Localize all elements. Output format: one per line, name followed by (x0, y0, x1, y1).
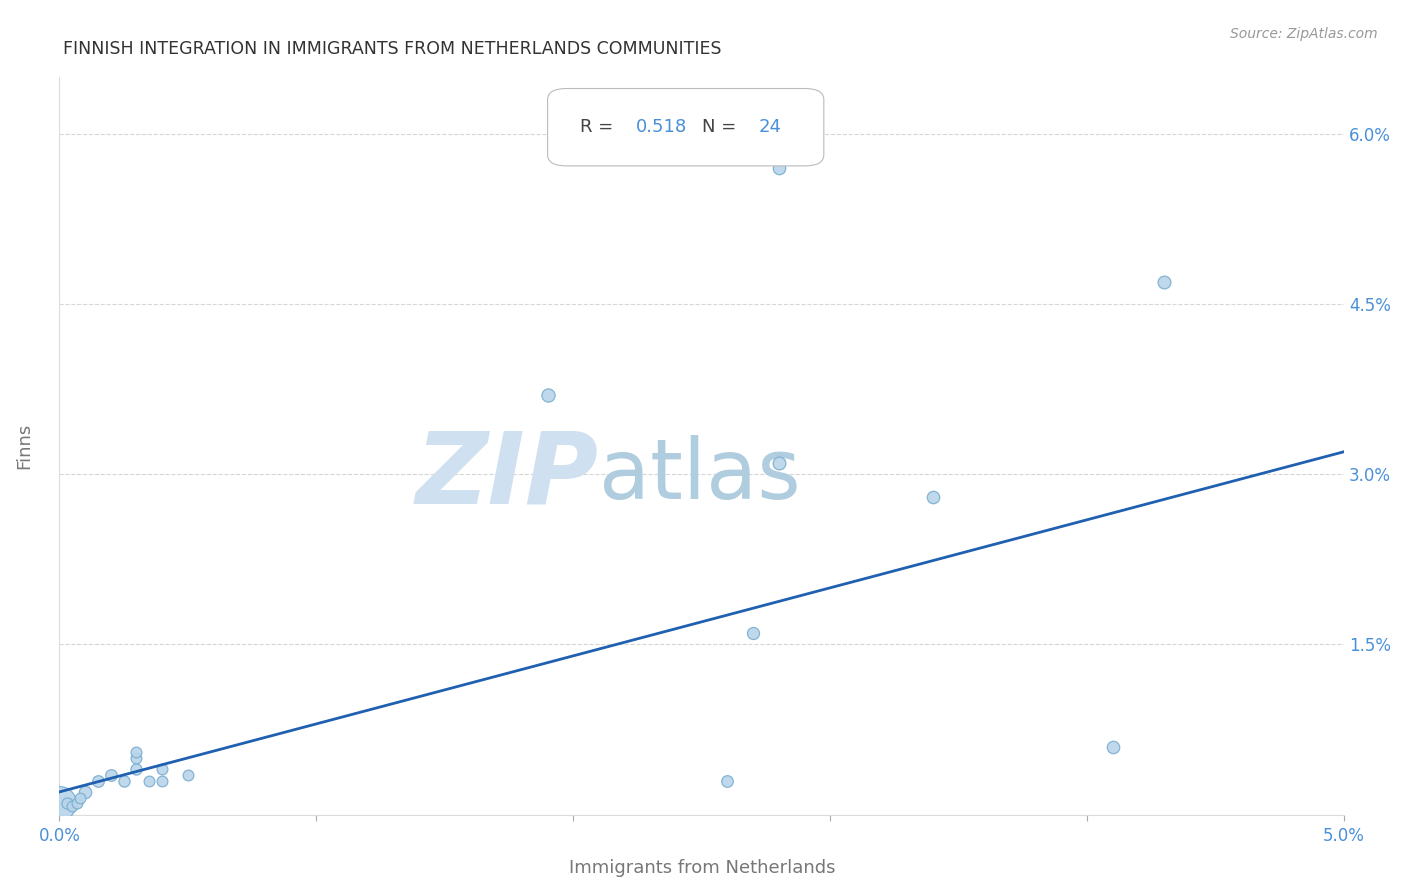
Point (1102, 739, 1125, 754)
Point (150, 762, 173, 776)
Point (742, 626, 765, 640)
Point (125, 751, 148, 765)
Text: N =: N = (702, 119, 742, 136)
Point (75, 785, 97, 799)
Text: Source: ZipAtlas.com: Source: ZipAtlas.com (1230, 27, 1378, 41)
Point (112, 773, 135, 788)
Text: atlas: atlas (599, 435, 801, 516)
Point (150, 773, 173, 788)
Point (177, 768, 200, 782)
Point (56, 797, 79, 811)
Point (536, 388, 558, 402)
Text: 0.518: 0.518 (637, 119, 688, 136)
Point (100, 768, 122, 782)
Point (69, 790, 91, 805)
Point (1153, 275, 1175, 289)
Point (87, 773, 110, 788)
Text: R =: R = (579, 119, 619, 136)
Point (716, 773, 738, 788)
Point (48, 797, 70, 811)
Point (60, 798, 83, 813)
X-axis label: Immigrants from Netherlands: Immigrants from Netherlands (568, 859, 835, 877)
Point (768, 456, 790, 470)
Point (125, 762, 148, 776)
Point (66, 797, 89, 811)
Point (922, 490, 945, 504)
Y-axis label: Finns: Finns (15, 423, 32, 469)
Point (138, 773, 160, 788)
Point (125, 745, 148, 759)
Text: FINNISH INTEGRATION IN IMMIGRANTS FROM NETHERLANDS COMMUNITIES: FINNISH INTEGRATION IN IMMIGRANTS FROM N… (63, 40, 721, 58)
FancyBboxPatch shape (547, 88, 824, 166)
Text: 24: 24 (758, 119, 782, 136)
Point (768, 161, 790, 176)
Text: ZIP: ZIP (416, 427, 599, 524)
